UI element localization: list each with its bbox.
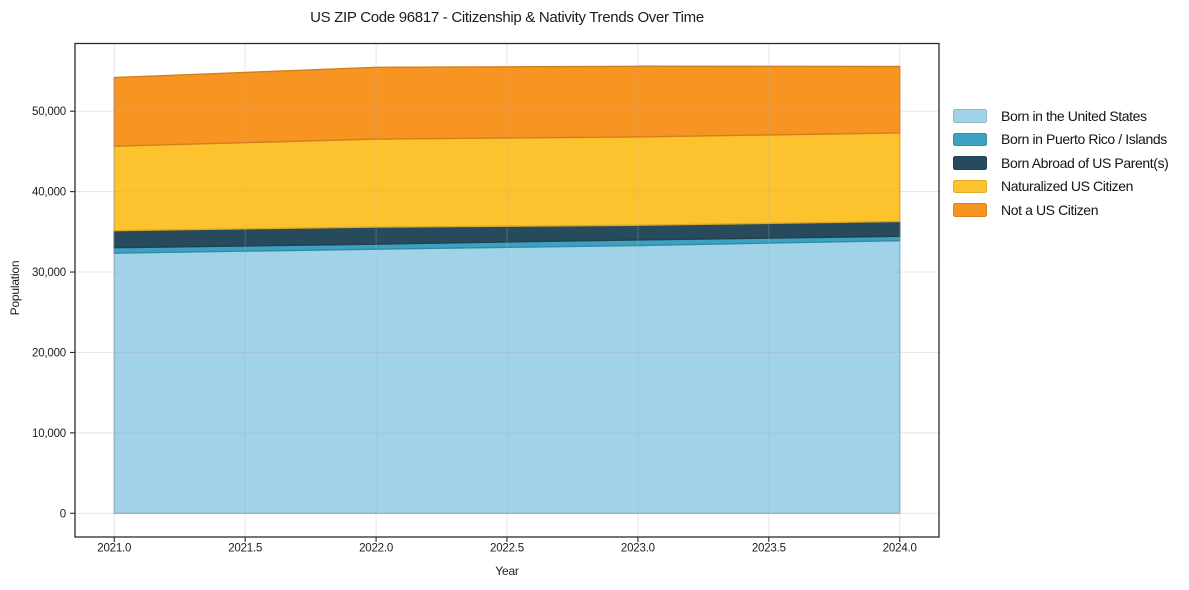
x-tick-label: 2023.0 (621, 543, 655, 555)
chart-title: US ZIP Code 96817 - Citizenship & Nativi… (310, 9, 704, 26)
legend-item-2: Born Abroad of US Parent(s) (953, 154, 1169, 171)
legend-item-3: Naturalized US Citizen (953, 178, 1168, 195)
legend-item-0: Born in the United States (953, 107, 1168, 124)
legend-item-1: Born in Puerto Rico / Islands (953, 131, 1168, 148)
area-series-4 (113, 65, 901, 147)
y-tick-label: 20,000 (32, 347, 66, 359)
legend-label: Born in Puerto Rico / Islands (1001, 131, 1167, 148)
y-tick-label: 10,000 (32, 428, 66, 440)
x-axis-label: Year (495, 564, 519, 578)
x-tick-label: 2022.0 (359, 543, 393, 555)
legend-swatch-icon (953, 156, 987, 170)
x-tick-label: 2022.5 (490, 543, 524, 555)
legend-label: Born Abroad of US Parent(s) (1001, 154, 1169, 171)
legend-swatch-icon (953, 132, 987, 146)
legend-swatch-icon (953, 109, 987, 123)
y-tick-label: 0 (60, 508, 66, 520)
legend-label: Naturalized US Citizen (1001, 178, 1134, 195)
x-tick-label: 2024.0 (883, 543, 917, 555)
y-tick-label: 50,000 (32, 106, 66, 118)
legend-swatch-icon (953, 179, 987, 193)
legend-swatch-icon (953, 203, 987, 217)
y-tick-label: 30,000 (32, 267, 66, 279)
legend: Born in the United States Born in Puerto … (953, 107, 1169, 227)
legend-label: Not a US Citizen (1001, 201, 1099, 218)
x-tick-label: 2021.0 (97, 543, 131, 555)
x-tick-label: 2023.5 (752, 543, 786, 555)
y-tick-label: 40,000 (32, 187, 66, 199)
legend-label: Born in the United States (1001, 107, 1147, 124)
legend-item-4: Not a US Citizen (953, 201, 1168, 218)
x-tick-label: 2021.5 (228, 543, 262, 555)
y-axis-label: Population (8, 260, 22, 316)
